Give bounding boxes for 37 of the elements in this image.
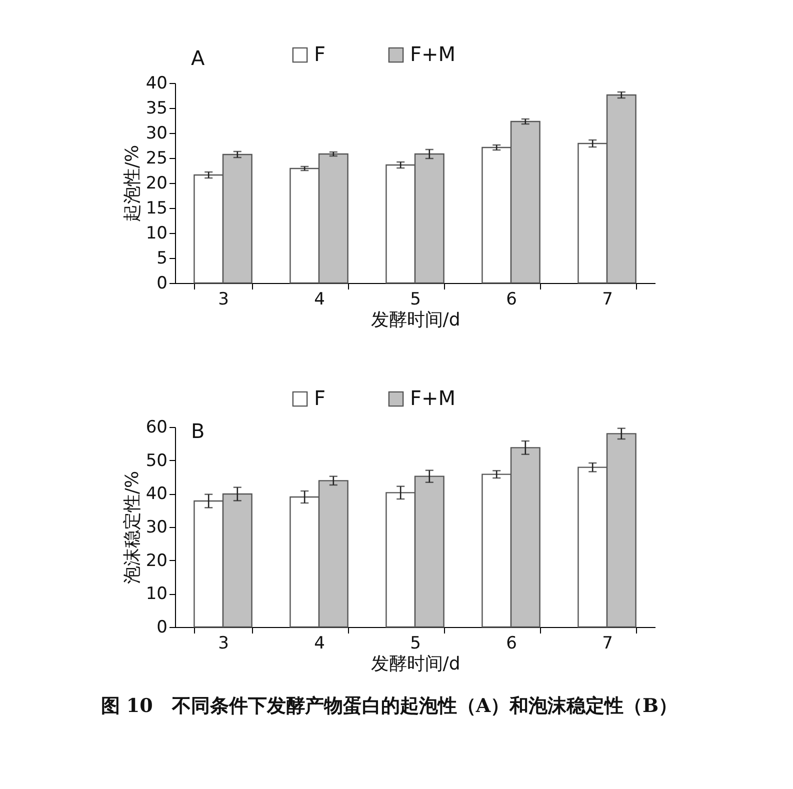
x-tick-label: 4 [314, 634, 325, 654]
x-tick-label: 6 [506, 634, 517, 654]
x-axis-title: 发酵时间/d [370, 654, 460, 674]
y-tick-label: 30 [146, 518, 168, 538]
chart-title: A [191, 46, 205, 70]
y-axis-title: 起泡性/% [122, 144, 143, 222]
y-tick-label: 25 [146, 148, 168, 168]
x-tick-label: 5 [410, 290, 421, 310]
x-tick-label: 6 [506, 290, 517, 310]
x-tick-label: 4 [314, 290, 325, 310]
x-tick-label: 7 [602, 290, 613, 310]
y-tick-label: 20 [146, 174, 168, 194]
x-tick-label: 7 [602, 634, 613, 654]
legend-label: F+M [410, 42, 456, 66]
y-tick-label: 60 [146, 418, 168, 438]
chart-title: B [191, 419, 205, 443]
x-tick-label: 5 [410, 634, 421, 654]
y-tick-label: 0 [156, 274, 168, 294]
legend-label: F [314, 386, 326, 410]
y-tick-label: 0 [156, 618, 168, 638]
y-tick-label: 35 [146, 98, 168, 118]
y-tick-label: 40 [146, 74, 168, 94]
legend-label: F+M [410, 386, 456, 410]
y-axis-title: 泡沫稳定性/% [122, 470, 143, 584]
x-tick-label: 3 [218, 290, 229, 310]
x-axis-title: 发酵时间/d [370, 310, 460, 330]
y-tick-label: 5 [156, 248, 168, 268]
y-tick-label: 20 [146, 550, 168, 571]
legend-label: F [314, 42, 326, 66]
y-tick-label: 40 [146, 484, 168, 504]
x-tick-label: 3 [218, 634, 229, 654]
y-tick-label: 10 [146, 224, 168, 244]
y-tick-label: 10 [146, 584, 168, 604]
caption: 图 10 不同条件下发酵产物蛋白的起泡性（A）和泡沫稳定性（B） [100, 695, 678, 717]
y-tick-label: 30 [146, 124, 168, 144]
y-tick-label: 15 [146, 198, 168, 218]
y-tick-label: 50 [146, 450, 168, 471]
